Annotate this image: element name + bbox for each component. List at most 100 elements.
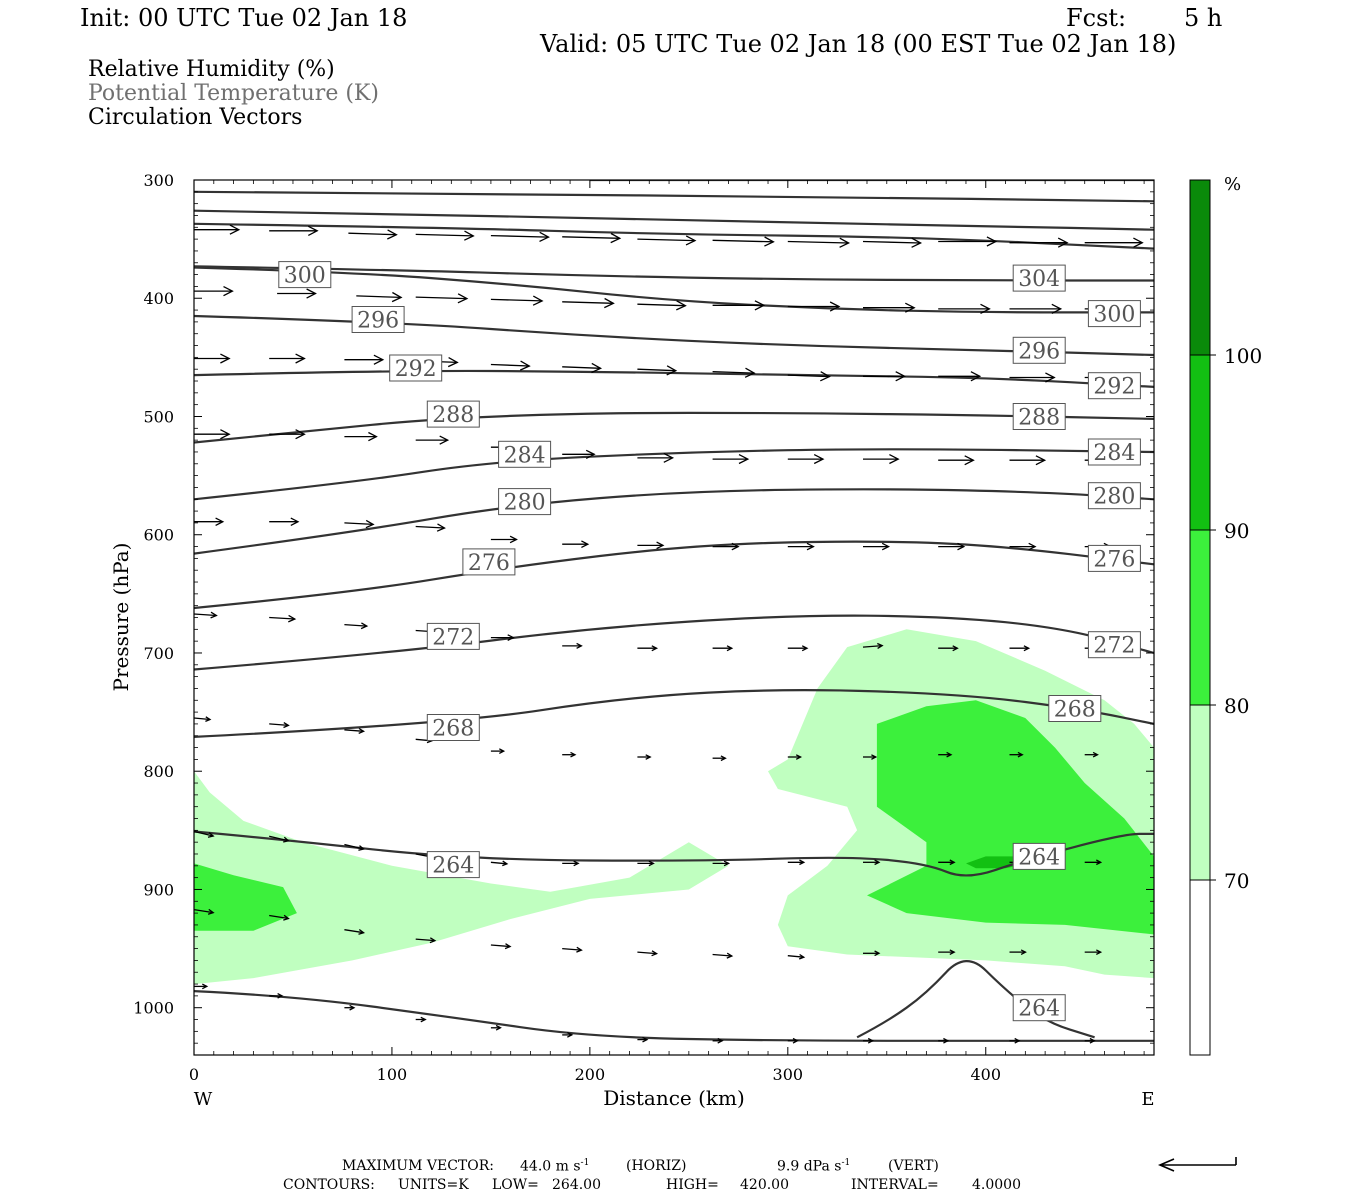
vector-100 <box>863 859 881 866</box>
vector-123 <box>637 1036 649 1043</box>
isentrope-312-2 <box>194 190 1154 203</box>
isentrope-280-10 <box>194 488 1154 555</box>
vector-110 <box>637 950 659 957</box>
isentrope-label-8: 288 <box>1012 403 1066 431</box>
colorbar-swatch-2 <box>1190 530 1210 705</box>
vector-114 <box>938 949 956 955</box>
vector-3 <box>415 230 475 241</box>
vector-56 <box>490 535 518 544</box>
vector-33 <box>712 367 756 378</box>
vector-59 <box>712 542 740 551</box>
vector-79 <box>269 722 290 729</box>
vector-23 <box>938 303 991 314</box>
contour-high-label: HIGH= <box>666 1177 719 1193</box>
vector-101 <box>938 859 956 866</box>
vector-85 <box>712 755 727 762</box>
vector-2 <box>348 229 398 240</box>
colorbar-label-80: 80 <box>1224 694 1249 718</box>
svg-text:296: 296 <box>357 309 399 334</box>
vector-1 <box>269 225 319 236</box>
isentrope-292-7 <box>194 369 1154 388</box>
svg-text:272: 272 <box>1093 634 1135 659</box>
isentrope-label-6: 292 <box>1087 372 1141 400</box>
vector-16 <box>415 293 469 304</box>
svg-text:276: 276 <box>468 551 510 576</box>
vector-91 <box>194 830 215 838</box>
forecast-hour: 5 h <box>1184 4 1223 32</box>
vector-66 <box>269 614 297 623</box>
vector-39 <box>194 429 231 440</box>
vector-116 <box>1084 949 1103 955</box>
svg-text:264: 264 <box>432 854 474 879</box>
field-vectors-title: Circulation Vectors <box>88 105 303 130</box>
vector-103 <box>1084 859 1103 866</box>
vector-104 <box>194 908 215 915</box>
svg-text:264: 264 <box>1018 845 1060 870</box>
vector-44 <box>562 449 596 459</box>
forecast-label: Fcst: <box>1066 4 1127 32</box>
vector-105 <box>269 914 290 921</box>
isentrope-label-20: 264 <box>1012 842 1066 870</box>
vector-48 <box>863 454 900 465</box>
colorbar-unit: % <box>1224 174 1241 195</box>
vector-52 <box>194 517 225 526</box>
vector-15 <box>356 291 403 303</box>
isentrope-label-7: 288 <box>426 400 480 428</box>
contour-interval-label: INTERVAL= <box>851 1177 939 1193</box>
vector-84 <box>637 754 652 760</box>
x-end-east: E <box>1141 1089 1154 1110</box>
vector-125 <box>787 1037 799 1044</box>
vector-18 <box>562 297 615 309</box>
isentrope-label-5: 292 <box>389 354 443 382</box>
vector-87 <box>863 754 878 760</box>
y-tick-label-400: 400 <box>143 289 174 308</box>
vector-98 <box>712 860 731 867</box>
vector-4 <box>490 231 550 242</box>
y-tick-label-500: 500 <box>143 407 174 426</box>
y-tick-label-700: 700 <box>143 644 174 663</box>
reference-vector-arrow <box>1157 1157 1237 1172</box>
vector-69 <box>490 634 515 641</box>
vector-19 <box>637 300 687 311</box>
vector-111 <box>712 952 734 959</box>
svg-text:272: 272 <box>432 625 474 650</box>
vector-121 <box>490 1024 502 1031</box>
svg-text:288: 288 <box>432 403 474 428</box>
isentrope-label-14: 276 <box>1087 544 1141 572</box>
max-vert-value: 9.9 dPa s-1 <box>777 1158 851 1175</box>
colorbar-label-100: 100 <box>1224 344 1262 368</box>
isentrope-276-11 <box>194 540 1154 610</box>
vector-32 <box>637 365 678 376</box>
colorbar-swatch-4 <box>1190 180 1210 355</box>
x-axis-label: Distance (km) <box>603 1086 745 1110</box>
rh-region-80-3 <box>867 700 1154 935</box>
vector-71 <box>637 645 659 652</box>
vector-12 <box>1084 237 1144 248</box>
vector-99 <box>787 859 806 866</box>
isentrope-label-0: 304 <box>1012 264 1066 292</box>
vector-95 <box>490 860 509 867</box>
isentrope-296-6 <box>194 314 1154 357</box>
isentrope-264-15 <box>194 990 1154 1042</box>
max-horiz-unit: (HORIZ) <box>626 1158 687 1174</box>
vector-78 <box>194 716 212 723</box>
x-tick-label-200: 200 <box>575 1065 606 1084</box>
vector-124 <box>712 1037 724 1044</box>
isentrope-label-15: 272 <box>426 622 480 650</box>
vector-106 <box>344 928 366 935</box>
isentrope-300-5 <box>194 265 1154 282</box>
vector-50 <box>1009 455 1047 466</box>
vector-76 <box>1009 645 1031 652</box>
isentrope-label-16: 272 <box>1087 631 1141 659</box>
vector-115 <box>1009 949 1027 955</box>
contours-label: CONTOURS: <box>283 1177 375 1193</box>
isentrope-label-21: 264 <box>1012 994 1066 1022</box>
vector-27 <box>269 353 306 364</box>
y-tick-label-600: 600 <box>143 526 174 545</box>
vector-61 <box>863 542 891 551</box>
vector-113 <box>863 950 881 957</box>
vector-54 <box>344 519 375 529</box>
svg-text:284: 284 <box>504 443 546 468</box>
isentrope-label-17: 268 <box>426 714 480 742</box>
vector-14 <box>277 288 317 299</box>
